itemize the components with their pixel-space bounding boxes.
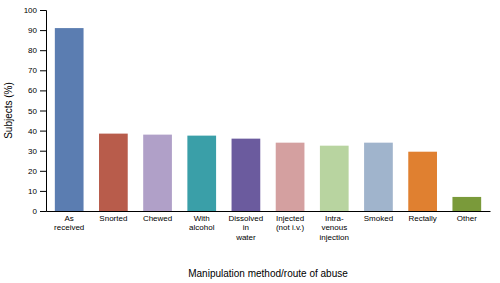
- tick-label: Asreceived: [54, 214, 84, 233]
- tick-label: Rectally: [408, 214, 436, 223]
- bar: [364, 143, 393, 211]
- tick: 60: [28, 86, 46, 95]
- bar: [99, 134, 128, 211]
- tick: 10: [28, 187, 46, 196]
- tick-label-line: in: [243, 223, 249, 232]
- tick: Snorted: [99, 214, 127, 223]
- bar: [320, 146, 349, 211]
- tick-label-line: (not i.v.): [276, 223, 305, 232]
- tick: Intra-venousinjection: [320, 214, 349, 242]
- chart: 0 10 20 30 40 50 60 70 80 90 100 Asreceived Snorted C…: [0, 0, 500, 283]
- tick-label-line: Dissolved: [229, 214, 264, 223]
- axis-line: [40, 11, 47, 212]
- tick: 90: [28, 26, 46, 35]
- tick: Other: [457, 214, 477, 223]
- tick-label: 30: [28, 147, 37, 156]
- tick-label: 40: [28, 127, 37, 136]
- tick: 40: [28, 127, 46, 136]
- bar: [232, 139, 261, 211]
- bar: [187, 136, 216, 211]
- tick-label: 80: [28, 46, 37, 55]
- tick: 0: [33, 207, 46, 216]
- bar: [55, 28, 84, 211]
- bar: [408, 152, 437, 211]
- tick-label: Snorted: [99, 214, 127, 223]
- y-axis: 0 10 20 30 40 50 60 70 80 90 100: [24, 6, 47, 216]
- tick-label-line: As: [65, 214, 74, 223]
- tick-mark: [40, 151, 46, 152]
- tick-label: 90: [28, 26, 37, 35]
- bars: [55, 28, 481, 211]
- tick-label: 70: [28, 66, 37, 75]
- tick: Rectally: [408, 214, 436, 223]
- tick: 50: [28, 107, 46, 116]
- tick-label: 60: [28, 86, 37, 95]
- tick-mark: [40, 90, 46, 91]
- y-axis-title: Subjects (%): [3, 82, 14, 139]
- tick-label-line: venous: [321, 223, 347, 232]
- tick-mark: [40, 111, 46, 112]
- tick-label: Chewed: [143, 214, 172, 223]
- tick-label: 10: [28, 187, 37, 196]
- tick: Dissolvedinwater: [229, 214, 264, 242]
- tick-label-line: alcohol: [189, 223, 215, 232]
- tick-label-line: Snorted: [99, 214, 127, 223]
- tick-label-line: Intra-: [325, 214, 344, 223]
- tick-label: 0: [33, 207, 38, 216]
- bar: [452, 197, 481, 211]
- tick: Injected(not i.v.): [276, 214, 305, 233]
- tick-mark: [40, 30, 46, 31]
- tick-label-line: water: [235, 233, 256, 242]
- tick-label-line: Other: [457, 214, 477, 223]
- x-axis-title: Manipulation method/route of abuse: [188, 268, 348, 279]
- tick-label-line: injection: [320, 233, 349, 242]
- tick-label: 50: [28, 107, 37, 116]
- tick: 80: [28, 46, 46, 55]
- tick: 70: [28, 66, 46, 75]
- tick-label-line: Smoked: [364, 214, 393, 223]
- tick-mark: [40, 211, 46, 212]
- tick-mark: [40, 131, 46, 132]
- tick: Withalcohol: [189, 214, 215, 233]
- tick: Asreceived: [54, 214, 84, 233]
- tick-label-line: Chewed: [143, 214, 172, 223]
- tick-mark: [40, 70, 46, 71]
- tick: Smoked: [364, 214, 393, 223]
- plot: 0 10 20 30 40 50 60 70 80 90 100 Asreceived Snorted C…: [24, 6, 491, 242]
- tick: 30: [28, 147, 46, 156]
- tick-label-line: Injected: [276, 214, 304, 223]
- tick-label: Withalcohol: [189, 214, 215, 233]
- tick-label: Smoked: [364, 214, 393, 223]
- tick-label: 20: [28, 167, 37, 176]
- tick-label: 100: [24, 6, 38, 15]
- tick-label-line: With: [194, 214, 210, 223]
- axis-line: [47, 211, 491, 212]
- tick-label: Intra-venousinjection: [320, 214, 349, 242]
- tick-mark: [40, 50, 46, 51]
- tick: 20: [28, 167, 46, 176]
- tick-label: Injected(not i.v.): [276, 214, 305, 233]
- tick-label: Dissolvedinwater: [229, 214, 264, 242]
- tick-label-line: Rectally: [408, 214, 436, 223]
- x-axis: Asreceived Snorted Chewed Withalcohol Dissol…: [47, 212, 491, 242]
- bar: [276, 143, 305, 211]
- tick-mark: [40, 10, 46, 11]
- tick: 100: [24, 6, 46, 15]
- tick-mark: [40, 171, 46, 172]
- tick-label: Other: [457, 214, 477, 223]
- bar: [143, 135, 172, 211]
- tick-label-line: received: [54, 223, 84, 232]
- tick: Chewed: [143, 214, 172, 223]
- tick-mark: [40, 191, 46, 192]
